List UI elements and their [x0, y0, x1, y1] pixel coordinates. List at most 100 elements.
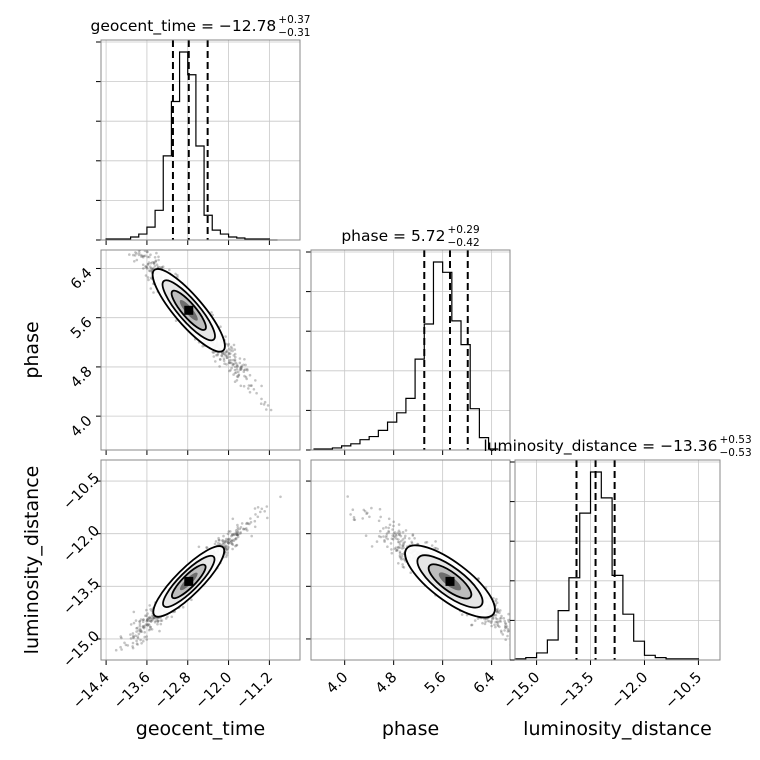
- scatter-point: [149, 276, 153, 280]
- scatter-point: [473, 619, 477, 622]
- scatter-point: [243, 374, 246, 378]
- scatter-point: [552, 653, 555, 656]
- scatter-point: [142, 624, 145, 628]
- scatter-point: [505, 625, 509, 628]
- scatter-point: [230, 542, 234, 545]
- scatter-point: [120, 636, 123, 640]
- scatter-point: [507, 618, 510, 622]
- scatter-point: [498, 611, 501, 615]
- scatter-point: [378, 507, 382, 511]
- scatter-point: [242, 384, 246, 388]
- scatter-point: [146, 618, 149, 622]
- scatter-point: [483, 617, 486, 621]
- scatter-point: [221, 539, 224, 542]
- scatter-point: [385, 534, 388, 537]
- scatter-point: [238, 357, 242, 360]
- scatter-point: [233, 371, 237, 375]
- title-phase: phase = 5.72 +0.29−0.42: [341, 224, 479, 249]
- scatter-point: [181, 605, 185, 609]
- scatter-point: [484, 620, 487, 624]
- scatter-point: [145, 635, 148, 638]
- scatter-point: [234, 537, 238, 541]
- scatter-point: [400, 558, 403, 561]
- scatter-point: [256, 515, 260, 519]
- scatter-point: [248, 522, 251, 526]
- scatter-point: [135, 630, 138, 633]
- scatter-point: [234, 531, 238, 534]
- scatter-point: [404, 529, 408, 532]
- scatter-point: [387, 529, 390, 533]
- x-tick-label: −14.4: [70, 670, 113, 713]
- title-lower-error: −0.42: [447, 237, 479, 249]
- scatter-point: [488, 620, 491, 623]
- scatter-point: [489, 621, 493, 624]
- scatter-point: [226, 532, 230, 536]
- scatter-point: [504, 622, 508, 626]
- scatter-point: [434, 540, 437, 543]
- scatter-point: [225, 555, 228, 559]
- scatter-point: [212, 355, 216, 358]
- scatter-point: [122, 233, 125, 236]
- scatter-point: [227, 542, 230, 545]
- scatter-point: [529, 653, 532, 656]
- scatter-point: [141, 625, 145, 628]
- scatter-point: [266, 516, 269, 520]
- scatter-point: [205, 546, 209, 549]
- scatter-point: [516, 624, 519, 627]
- scatter-point: [486, 619, 490, 623]
- scatter-point: [351, 508, 355, 512]
- scatter-point: [245, 527, 248, 530]
- scatter-point: [126, 241, 129, 244]
- scatter-point: [522, 628, 525, 631]
- scatter-point: [504, 626, 508, 629]
- scatter-point: [265, 408, 268, 411]
- scatter-point: [129, 637, 133, 640]
- scatter-point: [160, 266, 163, 270]
- scatter-point: [237, 533, 240, 536]
- scatter-point: [149, 620, 153, 623]
- scatter-point: [94, 659, 97, 662]
- scatter-point: [170, 615, 174, 619]
- x-tick-label: −12.8: [152, 670, 195, 713]
- scatter-point: [234, 536, 238, 540]
- scatter-point: [145, 608, 148, 612]
- scatter-point: [232, 354, 236, 357]
- scatter-point: [148, 604, 151, 607]
- scatter-point: [397, 540, 400, 544]
- scatter-point: [517, 625, 520, 628]
- scatter-point: [135, 252, 138, 255]
- scatter-point: [150, 614, 154, 618]
- scatter-point: [139, 629, 143, 632]
- scatter-point: [213, 542, 217, 546]
- panel-luminosity_distance-vs-geocent_time: −14.4−13.6−12.8−12.0−11.2−15.0−13.5−12.0…: [60, 459, 301, 713]
- scatter-point: [495, 610, 499, 614]
- scatter-point: [391, 538, 395, 541]
- scatter-point: [201, 344, 204, 348]
- scatter-point: [137, 247, 140, 250]
- scatter-point: [221, 543, 225, 546]
- scatter-point: [149, 261, 153, 265]
- title-luminosity_distance: luminosity_distance = −13.36 +0.53−0.53: [483, 434, 751, 459]
- scatter-point: [147, 269, 151, 272]
- scatter-point: [391, 534, 395, 537]
- scatter-point: [253, 519, 257, 523]
- density-peak: [184, 576, 194, 586]
- scatter-point: [225, 349, 229, 352]
- scatter-point: [397, 529, 401, 533]
- scatter-point: [225, 544, 228, 548]
- scatter-point: [145, 267, 149, 270]
- scatter-point: [387, 526, 391, 530]
- x-tick-label: 4.8: [373, 670, 401, 698]
- scatter-point: [250, 534, 253, 538]
- scatter-point: [131, 641, 135, 645]
- scatter-point: [253, 507, 257, 510]
- scatter-point: [250, 384, 253, 387]
- scatter-point: [528, 636, 531, 639]
- scatter-point: [137, 253, 141, 257]
- scatter-point: [239, 526, 243, 529]
- scatter-point: [392, 532, 396, 535]
- scatter-point: [527, 648, 530, 651]
- scatter-point: [149, 608, 152, 611]
- scatter-point: [143, 631, 146, 634]
- scatter-point: [383, 540, 386, 543]
